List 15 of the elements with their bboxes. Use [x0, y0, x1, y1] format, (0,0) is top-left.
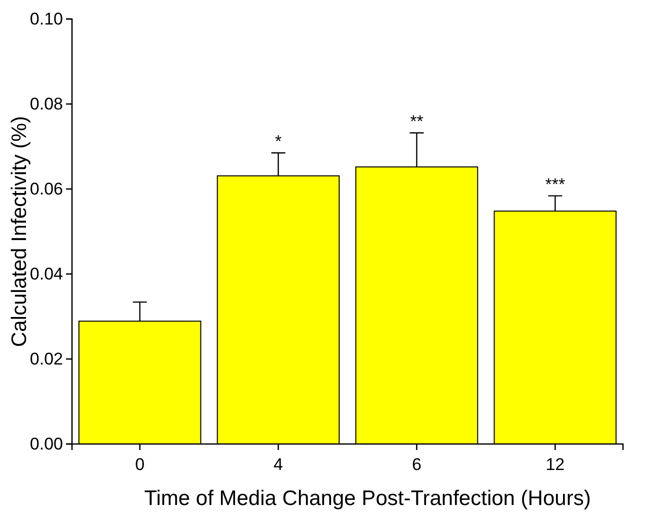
y-tick-label: 0.02 — [30, 349, 63, 368]
x-tick-label: 0 — [135, 455, 145, 474]
y-tick-label: 0.10 — [30, 9, 63, 28]
x-tick-label: 6 — [412, 455, 422, 474]
y-tick-label: 0.08 — [30, 94, 63, 114]
x-tick-label: 4 — [274, 455, 284, 474]
y-tick-label: 0.00 — [30, 434, 63, 454]
y-tick-label: 0.04 — [30, 264, 63, 284]
annotation: ** — [410, 112, 424, 131]
annotation: * — [274, 132, 282, 151]
y-tick-label: 0.06 — [30, 179, 63, 198]
y-axis-title: Calculated Infectivity (%) — [8, 116, 31, 348]
x-tick-label: 12 — [546, 455, 565, 474]
annotation: *** — [545, 174, 566, 194]
x-axis-title: Time of Media Change Post-Tranfection (Hours) — [144, 487, 591, 510]
